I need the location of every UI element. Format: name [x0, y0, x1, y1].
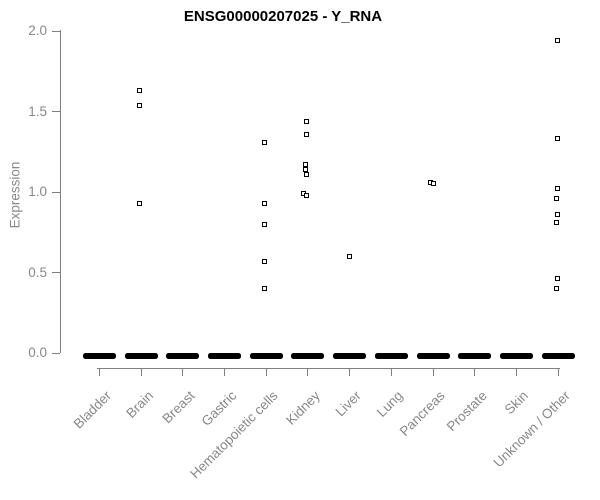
y-tick-label: 1.5	[28, 103, 47, 119]
data-point-marker	[261, 258, 267, 264]
data-point-marker	[262, 221, 268, 227]
zero-expression-dash	[249, 352, 283, 359]
x-axis-line	[97, 368, 560, 369]
data-point-marker	[261, 286, 267, 292]
zero-expression-dash	[207, 352, 241, 359]
zero-expression-dash	[500, 352, 533, 359]
data-point-marker	[303, 171, 309, 177]
x-category-label: Lung	[374, 388, 406, 420]
data-point-marker	[262, 139, 268, 145]
zero-expression-dash	[291, 352, 325, 359]
zero-expression-dash	[124, 352, 158, 359]
data-point-marker	[554, 220, 560, 226]
data-point-marker	[554, 195, 560, 201]
data-point-marker	[431, 181, 437, 187]
x-tick	[432, 368, 434, 376]
data-point-marker	[554, 212, 560, 218]
data-point-marker	[554, 276, 560, 282]
x-category-label: Breast	[159, 388, 198, 427]
data-point-marker	[137, 102, 143, 108]
x-tick	[182, 368, 184, 376]
x-tick	[223, 368, 225, 376]
data-point-marker	[137, 200, 143, 206]
y-tick-label: 2.0	[28, 23, 47, 38]
data-point-marker	[554, 38, 560, 44]
y-axis-line	[59, 29, 61, 353]
data-point-marker	[137, 88, 143, 94]
zero-expression-dash	[541, 352, 575, 359]
x-tick	[307, 368, 309, 376]
data-point-marker	[304, 192, 310, 198]
x-category-label: Unknown / Other	[490, 388, 573, 471]
x-tick	[474, 368, 476, 376]
y-tick	[51, 111, 60, 112]
data-point-marker	[303, 166, 309, 172]
x-category-label: Brain	[122, 388, 156, 421]
zero-expression-dash	[82, 352, 116, 359]
x-tick	[265, 368, 267, 376]
x-category-label: Gastric	[198, 388, 240, 429]
x-category-label: Skin	[501, 388, 532, 418]
data-point-marker	[303, 118, 309, 124]
y-tick	[51, 30, 60, 32]
x-tick	[349, 368, 351, 376]
zero-expression-dash	[333, 352, 367, 359]
zero-expression-dash	[374, 352, 408, 359]
data-point-marker	[554, 136, 560, 142]
data-point-marker	[303, 131, 309, 137]
data-point-marker	[554, 186, 560, 192]
zero-expression-dash	[166, 352, 200, 359]
chart-title: ENSG00000207025 - Y_RNA	[183, 8, 383, 25]
x-tick	[557, 368, 559, 376]
x-tick	[516, 368, 517, 376]
data-point-marker	[554, 286, 560, 292]
zero-expression-dash	[416, 352, 450, 359]
y-tick	[51, 272, 60, 273]
y-tick-label: 0.5	[28, 264, 47, 280]
x-tick	[390, 368, 392, 376]
y-tick	[51, 352, 60, 354]
x-tick	[98, 368, 100, 376]
x-category-label: Liver	[332, 388, 365, 420]
data-point-marker	[261, 200, 267, 206]
data-point-marker	[303, 162, 309, 168]
x-category-label: Bladder	[70, 388, 114, 432]
y-tick-label: 0.0	[28, 345, 47, 360]
x-category-label: Kidney	[282, 388, 323, 428]
x-category-label: Pancreas	[396, 388, 448, 439]
x-category-label: Prostate	[443, 388, 490, 435]
x-tick	[140, 368, 142, 376]
y-tick-label: 1.0	[28, 184, 47, 199]
data-point-marker	[347, 253, 353, 259]
zero-expression-dash	[458, 352, 492, 359]
y-tick	[51, 191, 60, 193]
